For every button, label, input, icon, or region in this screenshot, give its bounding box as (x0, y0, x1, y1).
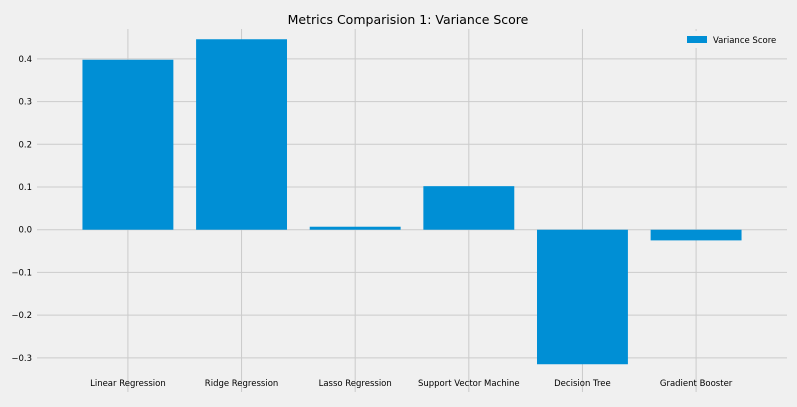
legend-box (681, 31, 781, 48)
chart-title: Metrics Comparision 1: Variance Score (288, 12, 529, 27)
bars (82, 39, 742, 365)
y-tick-label: 0.1 (18, 183, 32, 193)
bar (196, 39, 287, 230)
x-tick-label: Decision Tree (554, 379, 611, 389)
x-tick-label: Support Vector Machine (418, 379, 520, 389)
y-tick-label: 0.3 (18, 98, 32, 108)
bar (309, 226, 401, 230)
bar (537, 229, 628, 365)
bar (82, 59, 174, 230)
x-tick-label: Lasso Regression (319, 379, 392, 389)
legend-label: Variance Score (713, 36, 776, 46)
x-tick-label: Gradient Booster (660, 379, 733, 389)
y-tick-label: −0.3 (11, 354, 32, 364)
x-tick-label: Ridge Regression (205, 379, 278, 389)
x-tick-label: Linear Regression (90, 379, 166, 389)
bar (423, 186, 515, 230)
y-tick-label: −0.1 (11, 268, 32, 278)
legend-swatch (687, 36, 707, 43)
y-tick-label: 0.0 (18, 226, 32, 236)
x-tick-labels: Linear Regression Ridge Regression Lasso R… (90, 379, 733, 389)
y-tick-label: 0.4 (18, 55, 32, 65)
y-tick-labels: −0.3 −0.2 −0.1 0.0 0.1 0.2 0.3 0.4 (11, 55, 32, 364)
y-tick-label: −0.2 (11, 311, 32, 321)
bar (650, 229, 742, 241)
legend: Variance Score (681, 31, 781, 48)
y-tick-label: 0.2 (18, 140, 32, 150)
